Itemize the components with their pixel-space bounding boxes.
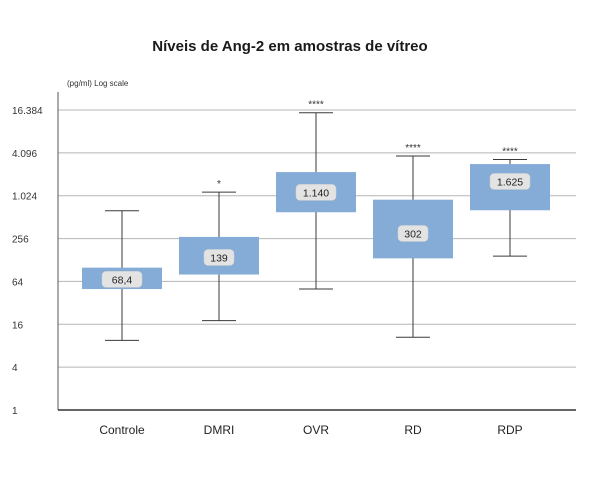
x-tick-label: OVR [303, 423, 329, 437]
x-tick-label: DMRI [204, 423, 235, 437]
y-tick-label: 256 [12, 235, 29, 246]
x-tick-label: RD [404, 423, 422, 437]
median-label-bg [295, 184, 337, 201]
median-label: 139 [210, 252, 228, 264]
y-tick-label: 64 [12, 277, 24, 288]
y-tick-label: 16.384 [12, 106, 43, 117]
x-tick-label: RDP [497, 423, 522, 437]
median-label: 1.140 [303, 187, 329, 199]
median-label-bg [489, 173, 531, 190]
significance-marker: * [217, 179, 221, 190]
median-label-bg [101, 271, 143, 288]
boxes: 68,4 139 * 1.140 **** 302 **** 1.625 **** [82, 100, 550, 341]
box-group: 1.625 **** [470, 147, 550, 257]
median-label: 1.625 [497, 176, 523, 188]
y-tick-label: 1 [12, 406, 18, 417]
axes: 1 4 16 64 256 1.024 4.096 16.384 Controle DMRI OVR… [12, 92, 576, 437]
median-label-bg [203, 249, 235, 266]
box-group: 302 **** [373, 143, 453, 338]
x-tick-label: Controle [99, 423, 145, 437]
box-group: 68,4 [82, 210, 162, 341]
median-label: 302 [404, 228, 422, 240]
y-tick-label: 16 [12, 320, 24, 331]
significance-marker: **** [502, 147, 518, 158]
significance-marker: **** [308, 100, 324, 111]
chart-title: Níveis de Ang-2 em amostras de vítreo [152, 38, 427, 55]
significance-marker: **** [405, 143, 421, 154]
median-label: 68,4 [112, 274, 133, 286]
y-tick-label: 1.024 [12, 192, 37, 203]
y-axis-label: (pg/ml) Log scale [67, 79, 129, 88]
y-tick-label: 4.096 [12, 149, 37, 160]
y-tick-label: 4 [12, 363, 18, 374]
gridlines [58, 109, 576, 368]
box-group: 1.140 **** [276, 100, 356, 290]
median-label-bg [397, 225, 429, 242]
box-group: 139 * [179, 179, 259, 322]
